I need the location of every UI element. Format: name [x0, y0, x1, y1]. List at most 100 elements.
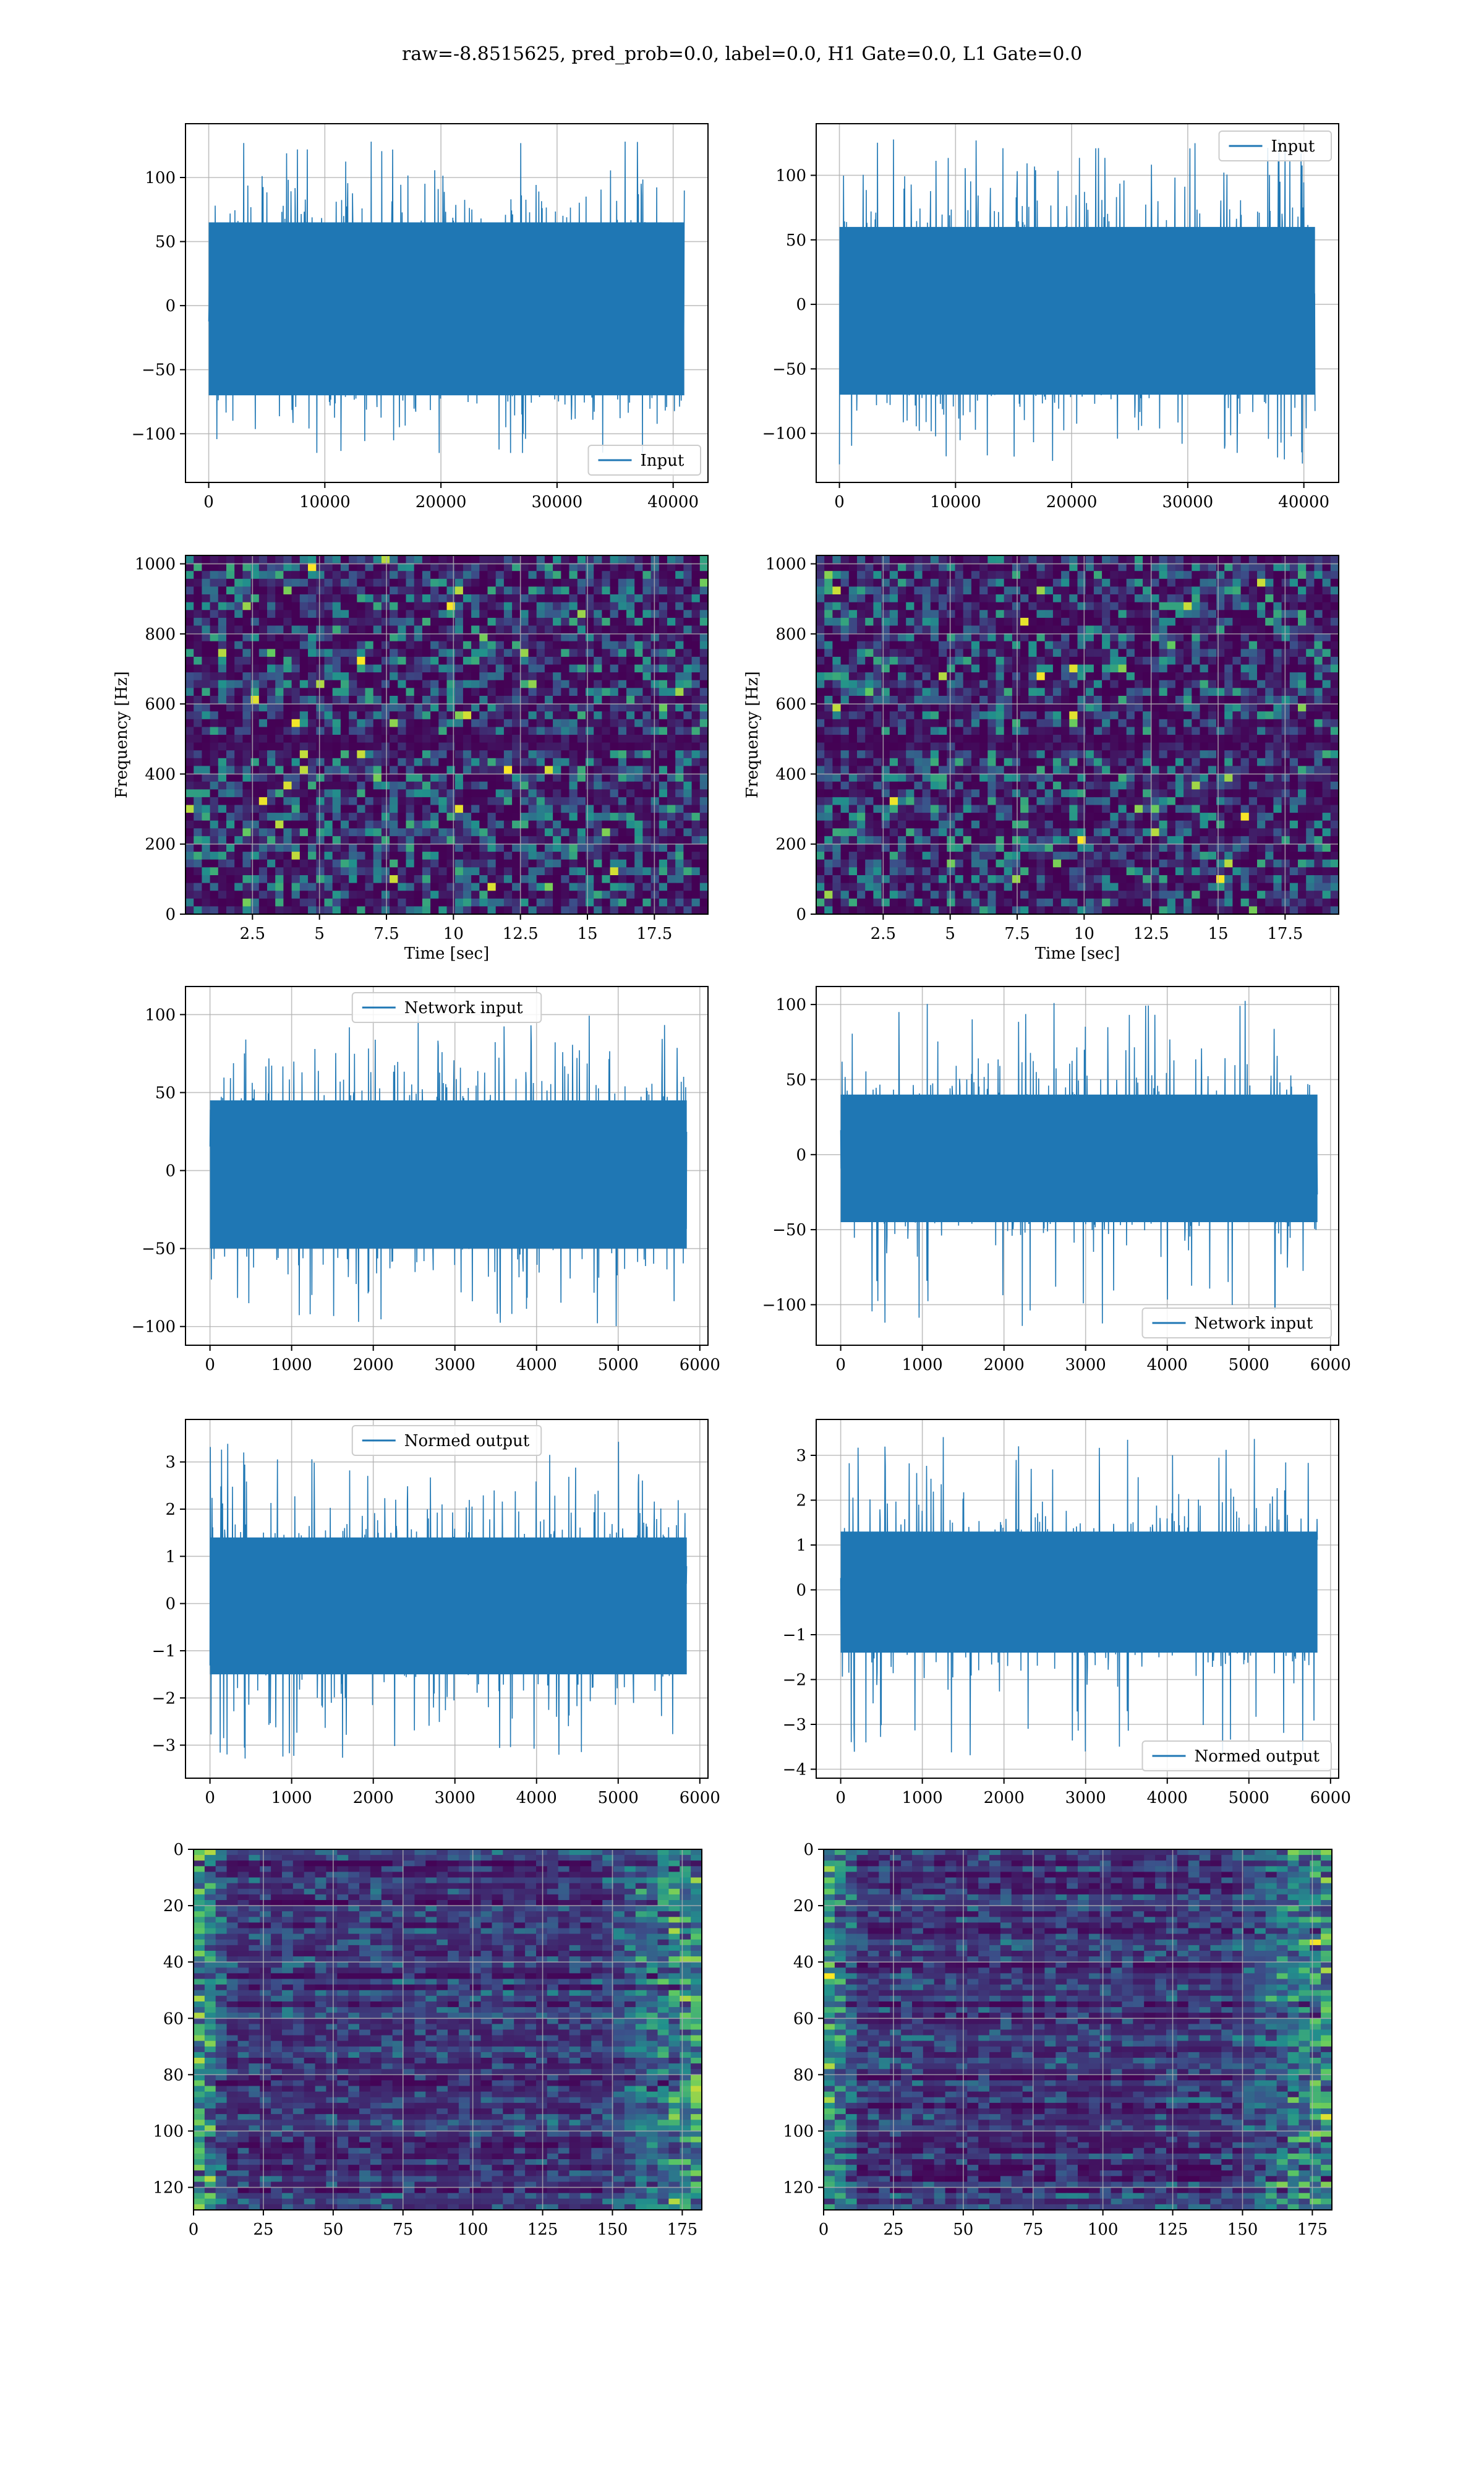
spectrogram-h1-pixel	[650, 789, 660, 798]
spectrogram-h1-pixel	[512, 727, 521, 735]
spectrogram-h1-pixel	[471, 688, 480, 696]
spectrogram-l1-pixel	[1208, 555, 1217, 564]
spectrogram-h1-pixel	[471, 906, 480, 915]
spectrogram-h1-pixel	[512, 766, 521, 774]
spectrogram-l1-pixel	[1183, 641, 1192, 649]
spectrogram-l1-pixel	[1069, 625, 1078, 634]
spectrogram-h1-ytick-label: 400	[145, 765, 176, 784]
spectrogram-h1-pixel	[438, 797, 448, 806]
spectrogram-h1-pixel	[487, 891, 497, 899]
spectrogram-h1-pixel	[210, 836, 219, 845]
spectrogram-h1-pixel	[430, 563, 439, 571]
spectrogram-l1-pixel	[1224, 633, 1233, 642]
spectrogram-h1-pixel	[316, 649, 325, 657]
spectrogram-h1-pixel	[553, 906, 561, 915]
input-h1-ytick-label: 50	[155, 233, 176, 252]
spectrogram-h1-pixel	[234, 875, 243, 884]
spectrogram-h1-pixel	[186, 555, 194, 564]
spectrogram-l1-pixel	[939, 719, 947, 727]
spectrogram-l1-pixel	[1232, 578, 1242, 587]
spectrogram-l1-pixel	[1085, 703, 1094, 712]
spectrogram-l1-pixel	[1020, 610, 1029, 618]
spectrogram-l1-pixel	[1061, 774, 1070, 782]
spectrogram-l1-pixel	[1044, 781, 1054, 790]
spectrogram-h1-pixel	[218, 696, 227, 704]
spectrogram-h1-pixel	[479, 696, 488, 704]
spectrogram-h1-pixel	[210, 805, 219, 813]
spectrogram-l1-pixel	[1265, 641, 1274, 649]
spectrogram-h1-pixel	[202, 898, 211, 907]
spectrogram-h1-pixel	[699, 758, 709, 766]
spectrogram-h1-pixel	[471, 742, 480, 751]
spectrogram-h1-pixel	[267, 555, 276, 564]
spectrogram-h1-pixel	[577, 696, 586, 704]
spectrogram-l1-pixel	[1240, 617, 1250, 627]
spectrogram-h1-pixel	[373, 688, 382, 696]
spectrogram-h1-pixel	[267, 867, 276, 876]
spectrogram-l1-pixel	[865, 610, 874, 618]
spectrogram-l1-pixel	[1004, 680, 1013, 688]
spectrogram-h1-pixel	[365, 571, 374, 580]
spectrogram-l1-pixel	[1232, 633, 1242, 642]
spectrogram-h1-pixel	[471, 852, 480, 860]
spectrogram-h1-pixel	[667, 555, 676, 564]
spectrogram-l1-pixel	[922, 766, 931, 774]
spectrogram-l1-pixel	[1020, 555, 1029, 564]
spectrogram-h1-pixel	[634, 578, 643, 587]
spectrogram-h1-pixel	[602, 555, 611, 564]
spectrogram-h1-pixel	[186, 735, 194, 743]
input-h1-xtick-label: 0	[203, 493, 214, 511]
spectrogram-l1-pixel	[906, 758, 915, 766]
spectrogram-h1-pixel	[194, 820, 202, 829]
spectrogram-h1-pixel	[602, 578, 611, 587]
spectrogram-l1-pixel	[1036, 625, 1046, 634]
spectrogram-h1-pixel	[316, 571, 325, 580]
spectrogram-h1-pixel	[365, 813, 374, 821]
spectrogram-l1-pixel	[1322, 610, 1331, 618]
spectrogram-h1-pixel	[340, 719, 349, 727]
spectrogram-l1-pixel	[1273, 625, 1282, 634]
spectrogram-l1-pixel	[922, 703, 931, 712]
spectrogram-h1-pixel	[544, 586, 553, 595]
spectrogram-h1-pixel	[577, 563, 586, 571]
spectrogram-h1-pixel	[642, 610, 652, 618]
spectrogram-l1-pixel	[832, 578, 842, 587]
spectrogram-h1-pixel	[618, 735, 627, 743]
spectrogram-l1-pixel	[1265, 680, 1274, 688]
spectrogram-h1-pixel	[446, 563, 456, 571]
spectrogram-h1-pixel	[316, 711, 325, 720]
spectrogram-l1-pixel	[1102, 563, 1111, 571]
spectrogram-h1-pixel	[699, 571, 709, 580]
spectrogram-h1-pixel	[642, 828, 652, 837]
spectrogram-h1-pixel	[528, 563, 537, 571]
spectrogram-h1-pixel	[365, 641, 374, 649]
spectrogram-l1-pixel	[816, 594, 825, 603]
spectrogram-h1-pixel	[430, 805, 439, 813]
spectrogram-h1-pixel	[699, 735, 709, 743]
spectrogram-l1-pixel	[848, 774, 858, 782]
spectrogram-h1-pixel	[291, 742, 301, 751]
spectrogram-l1-pixel	[939, 781, 947, 790]
spectrogram-h1-pixel	[487, 797, 497, 806]
spectrogram-h1-pixel	[332, 805, 341, 813]
spectrogram-l1-pixel	[1052, 758, 1062, 766]
spectrogram-l1-pixel	[930, 766, 939, 774]
spectrogram-h1-pixel	[667, 610, 676, 618]
spectrogram-h1-pixel	[577, 711, 586, 720]
spectrogram-h1-pixel	[512, 555, 521, 564]
spectrogram-h1-pixel	[650, 649, 660, 657]
spectrogram-h1-pixel	[667, 789, 676, 798]
spectrogram-h1-pixel	[226, 774, 235, 782]
spectrogram-l1-pixel	[1298, 617, 1307, 627]
spectrogram-h1-pixel	[398, 789, 407, 798]
spectrogram-l1-pixel	[1077, 586, 1086, 595]
spectrogram-h1-pixel	[324, 641, 333, 649]
spectrogram-h1-pixel	[283, 805, 292, 813]
spectrogram-h1-pixel	[357, 711, 366, 720]
spectrogram-l1-pixel	[1289, 781, 1298, 790]
spectrogram-h1-pixel	[610, 883, 619, 891]
spectrogram-h1-pixel	[569, 836, 578, 845]
spectrogram-h1-pixel	[561, 727, 570, 735]
spectrogram-h1-pixel	[650, 711, 660, 720]
spectrogram-h1-pixel	[258, 578, 268, 587]
